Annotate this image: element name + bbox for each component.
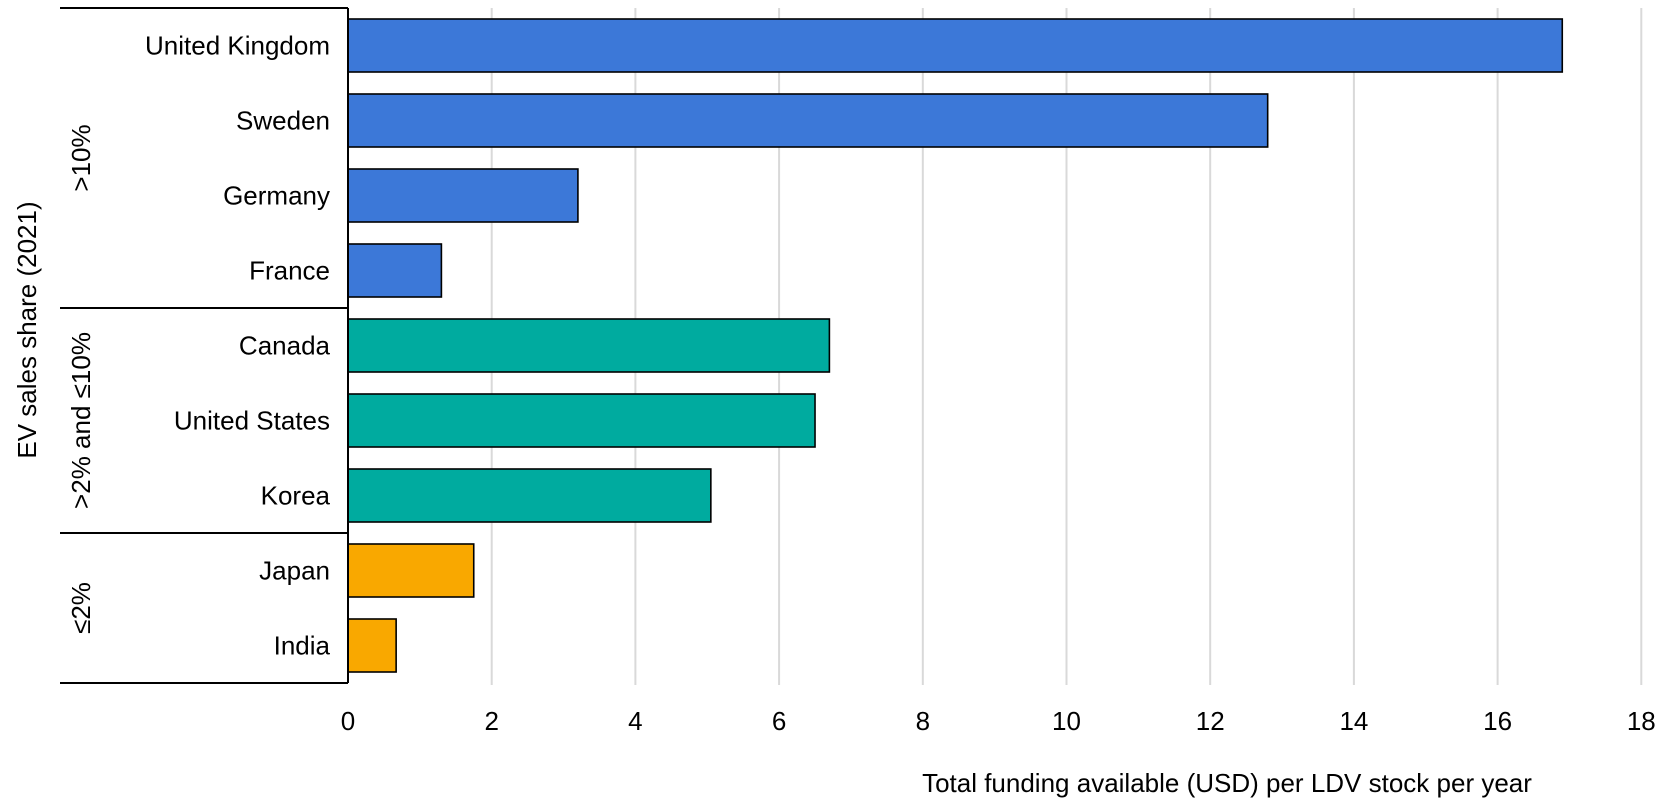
- x-tick-label: 6: [772, 706, 786, 736]
- x-tick-label: 14: [1339, 706, 1368, 736]
- x-tick-label: 12: [1196, 706, 1225, 736]
- x-tick-label: 18: [1627, 706, 1656, 736]
- group-label: >10%: [66, 124, 96, 191]
- category-label: India: [274, 631, 331, 661]
- x-tick-label: 0: [341, 706, 355, 736]
- category-label: Sweden: [236, 106, 330, 136]
- category-label: United States: [174, 406, 330, 436]
- category-frame: [60, 7, 349, 684]
- x-tick-label: 4: [628, 706, 642, 736]
- group-label: ≤2%: [66, 582, 96, 634]
- group-labels: >10% >2% and ≤10% ≤2%: [66, 124, 96, 634]
- bar-germany: [347, 168, 579, 223]
- y-axis-title: EV sales share (2021): [12, 201, 42, 458]
- category-label: Japan: [259, 556, 330, 586]
- x-tick-labels: 0 2 4 6 8 10 12 14 16 18: [341, 706, 1656, 736]
- bar-sweden: [347, 93, 1269, 148]
- bar-korea: [347, 468, 712, 523]
- x-axis-title: Total funding available (USD) per LDV st…: [922, 768, 1532, 798]
- x-tick-label: 16: [1483, 706, 1512, 736]
- x-tick-label: 8: [916, 706, 930, 736]
- bar-canada: [347, 318, 831, 373]
- bar-india: [347, 618, 397, 673]
- category-label: France: [249, 256, 330, 286]
- category-label: United Kingdom: [145, 31, 330, 61]
- category-label: Canada: [239, 331, 331, 361]
- bar-japan: [347, 543, 475, 598]
- bars: [347, 18, 1564, 673]
- category-label: Korea: [261, 481, 331, 511]
- x-tick-label: 2: [484, 706, 498, 736]
- bar-france: [347, 243, 443, 298]
- category-labels: United Kingdom Sweden Germany France Canada U…: [145, 31, 331, 661]
- bar-united-kingdom: [347, 18, 1564, 73]
- category-label: Germany: [223, 181, 330, 211]
- x-tick-label: 10: [1052, 706, 1081, 736]
- bar-united-states: [347, 393, 816, 448]
- group-label: >2% and ≤10%: [66, 332, 96, 509]
